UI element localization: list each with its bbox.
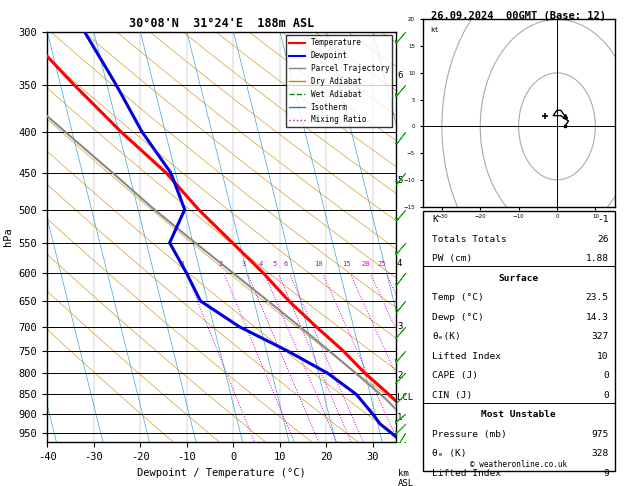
Text: 15: 15 (342, 261, 350, 267)
Text: 5: 5 (397, 176, 403, 185)
Text: Surface: Surface (499, 274, 538, 283)
Text: Temp (°C): Temp (°C) (432, 294, 484, 302)
Text: LCL: LCL (397, 393, 413, 402)
Text: K: K (432, 215, 438, 225)
Text: 10: 10 (314, 261, 323, 267)
Text: 10: 10 (598, 352, 609, 361)
Text: PW (cm): PW (cm) (432, 254, 472, 263)
Text: -1: -1 (598, 215, 609, 225)
Text: 6: 6 (284, 261, 288, 267)
Text: 23.5: 23.5 (586, 294, 609, 302)
Text: CIN (J): CIN (J) (432, 391, 472, 400)
Text: 3: 3 (397, 322, 403, 331)
Text: kt: kt (430, 27, 439, 33)
Text: θₑ(K): θₑ(K) (432, 332, 461, 341)
Text: 1: 1 (181, 261, 185, 267)
Text: 4: 4 (397, 259, 403, 268)
Text: 1: 1 (397, 413, 403, 421)
Text: 328: 328 (591, 450, 609, 458)
Text: 0: 0 (603, 391, 609, 400)
Text: 26.09.2024  00GMT (Base: 12): 26.09.2024 00GMT (Base: 12) (431, 11, 606, 21)
Text: 1.88: 1.88 (586, 254, 609, 263)
Text: © weatheronline.co.uk: © weatheronline.co.uk (470, 460, 567, 469)
Text: Dewp (°C): Dewp (°C) (432, 313, 484, 322)
Text: 26: 26 (598, 235, 609, 244)
Text: Lifted Index: Lifted Index (432, 469, 501, 478)
Text: 14.3: 14.3 (586, 313, 609, 322)
Text: 975: 975 (591, 430, 609, 439)
Title: 30°08'N  31°24'E  188m ASL: 30°08'N 31°24'E 188m ASL (129, 17, 314, 31)
Text: 20: 20 (362, 261, 370, 267)
Text: 9: 9 (603, 469, 609, 478)
Text: 2: 2 (218, 261, 223, 267)
Legend: Temperature, Dewpoint, Parcel Trajectory, Dry Adiabat, Wet Adiabat, Isotherm, Mi: Temperature, Dewpoint, Parcel Trajectory… (286, 35, 392, 127)
Text: Pressure (mb): Pressure (mb) (432, 430, 507, 439)
Text: 327: 327 (591, 332, 609, 341)
Text: 3: 3 (242, 261, 246, 267)
Text: 4: 4 (259, 261, 263, 267)
Text: Lifted Index: Lifted Index (432, 352, 501, 361)
Text: CAPE (J): CAPE (J) (432, 371, 478, 381)
Text: Totals Totals: Totals Totals (432, 235, 507, 244)
Text: 5: 5 (272, 261, 276, 267)
Text: 6: 6 (397, 70, 403, 80)
Text: km
ASL: km ASL (398, 469, 414, 486)
Text: 0: 0 (603, 371, 609, 381)
Text: Most Unstable: Most Unstable (481, 410, 556, 419)
Text: 2: 2 (397, 370, 403, 380)
Y-axis label: hPa: hPa (3, 227, 13, 246)
Text: θₑ (K): θₑ (K) (432, 450, 467, 458)
Text: 25: 25 (378, 261, 386, 267)
X-axis label: Dewpoint / Temperature (°C): Dewpoint / Temperature (°C) (137, 468, 306, 478)
